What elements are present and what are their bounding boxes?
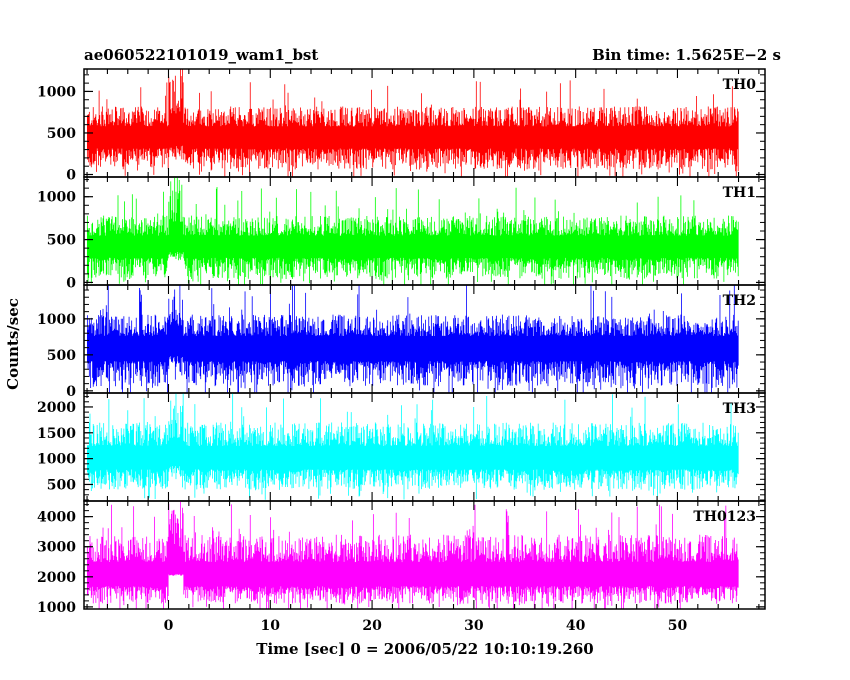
y-tick-label: 1000	[37, 84, 76, 100]
panel-label: TH0123	[693, 509, 756, 525]
y-tick-label: 500	[47, 477, 76, 493]
x-axis: 0 10 20 30 40 50	[164, 618, 688, 634]
y-tick-label: 1000	[37, 190, 76, 206]
y-tick-label: 0	[66, 275, 76, 291]
y-tick-label: 1500	[37, 426, 76, 442]
panel-th2: 0 500 1000 TH2	[37, 284, 766, 400]
y-tick-label: 2000	[37, 400, 76, 416]
x-tick-label: 20	[362, 618, 382, 634]
panels-group: 0 500 1000 TH0 0 500 1000 TH1 0 500 1000 TH2 500 1000…	[37, 68, 766, 616]
y-tick-label: 500	[47, 348, 76, 364]
x-tick-label: 50	[668, 618, 688, 634]
panel-frame	[83, 500, 766, 610]
y-tick-label: 0	[66, 384, 76, 400]
y-tick-label: 3000	[37, 540, 76, 556]
panel-th0123: 1000 2000 3000 4000 TH0123	[37, 500, 766, 616]
panel-label: TH1	[723, 185, 756, 201]
y-tick-label: 1000	[37, 600, 76, 616]
series-th0	[86, 69, 739, 177]
series-th0123	[86, 501, 739, 609]
panel-th0: 0 500 1000 TH0	[37, 68, 766, 184]
x-tick-label: 40	[566, 618, 586, 634]
y-tick-label: 1000	[37, 312, 76, 328]
series-th2	[86, 285, 739, 393]
chart-title: ae060522101019_wam1_bst	[84, 46, 318, 64]
x-axis-label: Time [sec] 0 = 2006/05/22 10:10:19.260	[256, 640, 593, 658]
series-th1	[86, 177, 739, 285]
x-tick-label: 10	[261, 618, 281, 634]
panel-th1: 0 500 1000 TH1	[37, 176, 766, 291]
x-tick-label: 30	[464, 618, 484, 634]
y-tick-label: 2000	[37, 570, 76, 586]
y-axis-label: Counts/sec	[4, 298, 22, 390]
y-tick-label: 1000	[37, 452, 76, 468]
y-tick-label: 500	[47, 126, 76, 142]
x-tick-label: 0	[164, 618, 174, 634]
y-tick-label: 0	[66, 168, 76, 184]
chart-subtitle: Bin time: 1.5625E−2 s	[592, 46, 781, 64]
panel-label: TH2	[723, 293, 756, 309]
y-tick-label: 4000	[37, 510, 76, 526]
y-tick-label: 500	[47, 233, 76, 249]
panel-th3: 500 1000 1500 2000 TH3	[37, 392, 766, 502]
panel-label: TH0	[723, 77, 757, 93]
panel-label: TH3	[723, 401, 756, 417]
